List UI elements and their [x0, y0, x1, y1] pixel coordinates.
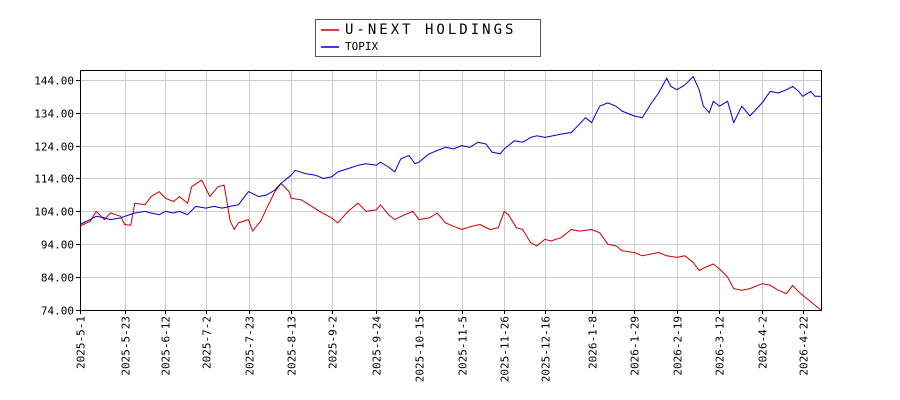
y-tick-label: 74.00: [41, 305, 74, 318]
x-tick-label: 2025-9-24: [371, 316, 384, 376]
x-tick-label: 2025-11-5: [457, 316, 470, 376]
x-tick-label: 2025-12-16: [540, 316, 553, 382]
y-tick-label: 134.00: [34, 108, 74, 121]
y-tick-label: 84.00: [41, 272, 74, 285]
x-tick-label: 2026-1-8: [587, 316, 600, 369]
y-tick-label: 114.00: [34, 173, 74, 186]
legend-label-unext: U-NEXT HOLDINGS: [345, 22, 516, 38]
x-tick-label: 2025-7-23: [244, 316, 257, 376]
legend: U-NEXT HOLDINGS TOPIX: [315, 19, 541, 57]
grid: [76, 70, 821, 314]
x-tick-label: 2026-2-19: [672, 316, 685, 376]
y-tick-label: 124.00: [34, 141, 74, 154]
y-tick-label: 144.00: [34, 75, 74, 88]
series-line-unext: [79, 179, 822, 311]
series-lines: [79, 76, 822, 311]
series-line-topix: [79, 76, 821, 225]
plot-frame: [80, 70, 822, 311]
y-tick-label: 104.00: [34, 206, 74, 219]
x-axis-tick-labels: 2025-5-1 2025-5-23 2025-6-12 2025-7-2 2025-7…: [75, 316, 811, 383]
x-tick-label: 2025-5-23: [120, 316, 133, 376]
legend-box: [315, 19, 541, 57]
x-tick-label: 2025-10-15: [414, 316, 427, 382]
x-tick-label: 2025-7-2: [201, 316, 214, 369]
x-tick-label: 2026-3-12: [714, 316, 727, 376]
legend-label-topix: TOPIX: [345, 40, 378, 53]
y-tick-label: 94.00: [41, 239, 74, 252]
x-tick-label: 2025-9-2: [327, 316, 340, 369]
x-tick-label: 2025-8-13: [286, 316, 299, 376]
y-axis-tick-labels: 74.00 84.00 94.00 104.00 114.00 124.00 134.00 1…: [34, 75, 74, 318]
x-tick-label: 2026-4-2: [757, 316, 770, 369]
x-tick-label: 2025-5-1: [75, 316, 88, 369]
x-tick-label: 2026-4-22: [798, 316, 811, 376]
x-tick-label: 2025-6-12: [160, 316, 173, 376]
x-tick-label: 2025-11-26: [499, 316, 512, 382]
x-tick-label: 2026-1-29: [629, 316, 642, 376]
